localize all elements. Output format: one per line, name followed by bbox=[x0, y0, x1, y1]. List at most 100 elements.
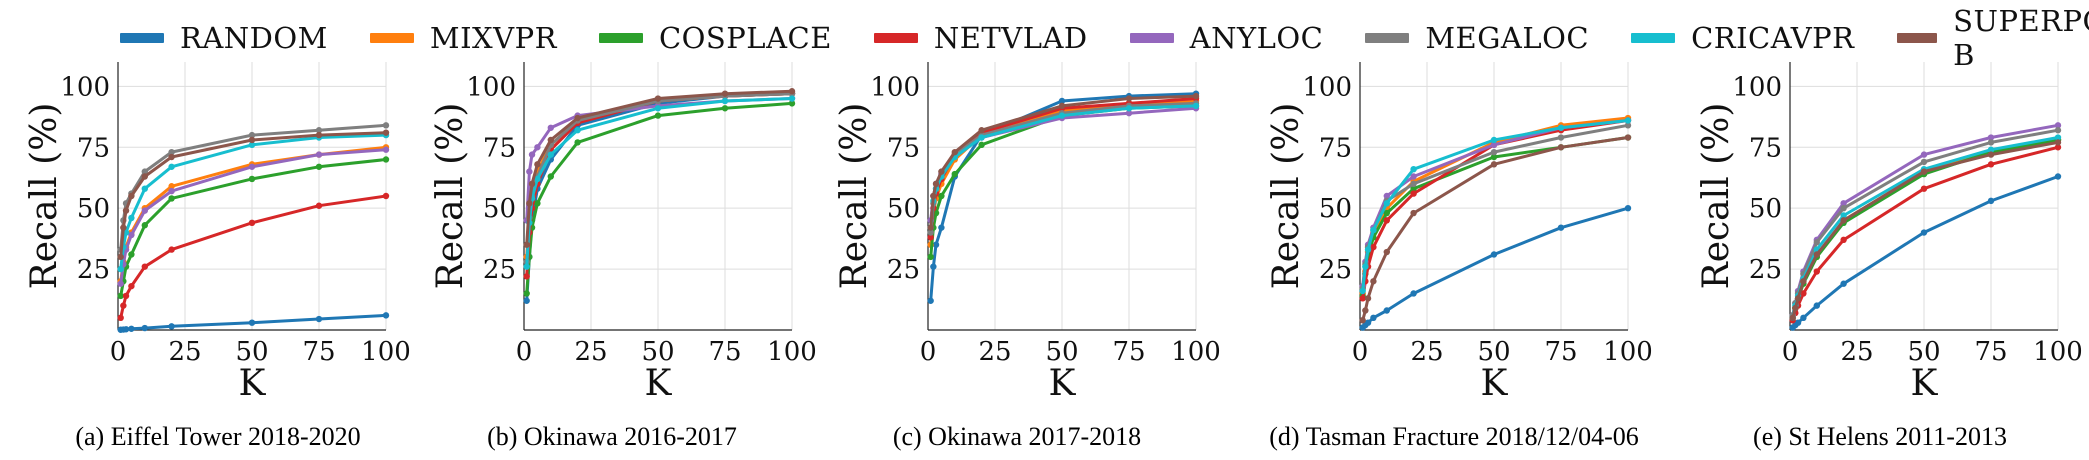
y-tick-label: 50 bbox=[1319, 194, 1352, 224]
y-tick-label: 25 bbox=[77, 255, 110, 285]
data-point bbox=[547, 124, 554, 131]
data-point bbox=[1813, 239, 1821, 246]
data-point bbox=[1789, 314, 1796, 322]
series-superpoint-b bbox=[523, 88, 796, 248]
data-point bbox=[128, 282, 135, 290]
x-axis-label: K bbox=[1481, 363, 1509, 404]
data-point bbox=[1362, 263, 1369, 270]
x-tick-label: 25 bbox=[168, 337, 201, 367]
data-point bbox=[721, 97, 729, 105]
data-point bbox=[1125, 109, 1133, 117]
data-point bbox=[788, 95, 796, 102]
data-point bbox=[526, 200, 533, 207]
data-point bbox=[927, 234, 934, 241]
data-point bbox=[122, 326, 130, 333]
data-point bbox=[248, 141, 256, 149]
x-tick-label: 0 bbox=[110, 337, 127, 367]
data-point bbox=[1557, 134, 1565, 141]
chart-caption: (b) Okinawa 2016-2017 bbox=[487, 422, 737, 451]
data-point bbox=[1359, 287, 1366, 295]
data-point bbox=[248, 319, 256, 326]
chart-3: 0 25 50 75 100 25 50 75 100 K Recall (%) (d) Tasman… bbox=[1266, 62, 1653, 451]
data-point bbox=[1383, 192, 1391, 200]
data-point bbox=[1920, 158, 1928, 166]
y-tick-label: 25 bbox=[887, 255, 920, 285]
data-point bbox=[141, 263, 148, 270]
data-point bbox=[1490, 153, 1498, 161]
data-point bbox=[248, 219, 256, 226]
series-line bbox=[1361, 136, 1629, 297]
data-point bbox=[117, 253, 124, 261]
chart-4: 0 25 50 75 100 25 50 75 100 K Recall (%) (e) St Hel… bbox=[1696, 62, 2083, 451]
data-point bbox=[1920, 151, 1928, 158]
y-tick-label: 100 bbox=[870, 72, 920, 102]
y-tick-label: 75 bbox=[887, 133, 920, 163]
series-netvlad bbox=[523, 90, 796, 280]
data-point bbox=[788, 100, 796, 107]
data-point bbox=[1813, 251, 1821, 258]
data-point bbox=[315, 131, 323, 139]
y-tick-label: 100 bbox=[1732, 72, 1782, 102]
series-line bbox=[929, 104, 1197, 228]
data-point bbox=[1370, 278, 1377, 285]
series-cricavpr bbox=[1359, 117, 1632, 295]
data-point bbox=[1364, 246, 1372, 253]
series-cosplace bbox=[117, 156, 390, 300]
legend-item-cosplace: COSPLACE bbox=[598, 21, 832, 55]
data-point bbox=[978, 134, 985, 141]
data-point bbox=[534, 200, 541, 207]
y-tick-label: 75 bbox=[1319, 133, 1352, 163]
data-point bbox=[927, 229, 934, 236]
data-point bbox=[315, 163, 323, 170]
series-line bbox=[929, 101, 1197, 233]
data-point bbox=[1490, 141, 1498, 149]
data-point bbox=[122, 207, 130, 214]
data-point bbox=[1794, 295, 1802, 302]
data-point bbox=[930, 192, 937, 200]
y-tick-label: 100 bbox=[466, 72, 516, 102]
data-point bbox=[1370, 226, 1377, 234]
legend-label: NETVLAD bbox=[933, 21, 1088, 55]
data-point bbox=[1364, 295, 1372, 302]
data-point bbox=[1410, 190, 1417, 197]
y-tick-label: 25 bbox=[1749, 255, 1782, 285]
x-axis-label: K bbox=[1911, 363, 1939, 404]
y-axis-label: Recall (%) bbox=[1266, 103, 1307, 290]
data-point bbox=[523, 263, 530, 270]
data-point bbox=[574, 114, 581, 122]
data-point bbox=[128, 231, 135, 239]
data-point bbox=[1490, 148, 1498, 156]
data-point bbox=[1383, 248, 1391, 256]
series-line bbox=[929, 104, 1197, 258]
y-tick-label: 75 bbox=[483, 133, 516, 163]
series-line bbox=[119, 194, 387, 319]
y-tick-label: 50 bbox=[1749, 194, 1782, 224]
y-axis-label: Recall (%) bbox=[24, 103, 65, 290]
data-point bbox=[574, 139, 581, 146]
data-point bbox=[1410, 166, 1417, 173]
legend: RANDOM MIXVPR COSPLACE NETVLAD ANYLOC MEGALOC… bbox=[120, 4, 2089, 72]
data-point bbox=[168, 195, 175, 202]
data-point bbox=[938, 224, 945, 231]
x-tick-label: 75 bbox=[708, 337, 741, 367]
chart-1: 0 25 50 75 100 25 50 75 100 K Recall (%) (b) Okinaw… bbox=[430, 62, 817, 451]
series-cricavpr bbox=[927, 102, 1200, 231]
data-point bbox=[128, 325, 135, 332]
data-point bbox=[654, 105, 662, 112]
data-point bbox=[1920, 185, 1928, 192]
legend-item-cricavpr: CRICAVPR bbox=[1631, 21, 1854, 55]
data-point bbox=[128, 251, 135, 258]
legend-label: ANYLOC bbox=[1189, 21, 1324, 55]
y-tick-label: 50 bbox=[77, 194, 110, 224]
data-point bbox=[248, 136, 256, 144]
data-point bbox=[248, 175, 256, 183]
data-point bbox=[141, 324, 148, 332]
data-point bbox=[1624, 117, 1632, 124]
chart-2: 0 25 50 75 100 25 50 75 100 K Recall (%) (c) Okinaw… bbox=[834, 62, 1221, 451]
data-point bbox=[1840, 280, 1847, 287]
data-point bbox=[117, 265, 124, 273]
data-point bbox=[932, 180, 940, 188]
x-tick-label: 25 bbox=[574, 337, 607, 367]
y-tick-label: 75 bbox=[77, 133, 110, 163]
data-point bbox=[526, 168, 533, 175]
